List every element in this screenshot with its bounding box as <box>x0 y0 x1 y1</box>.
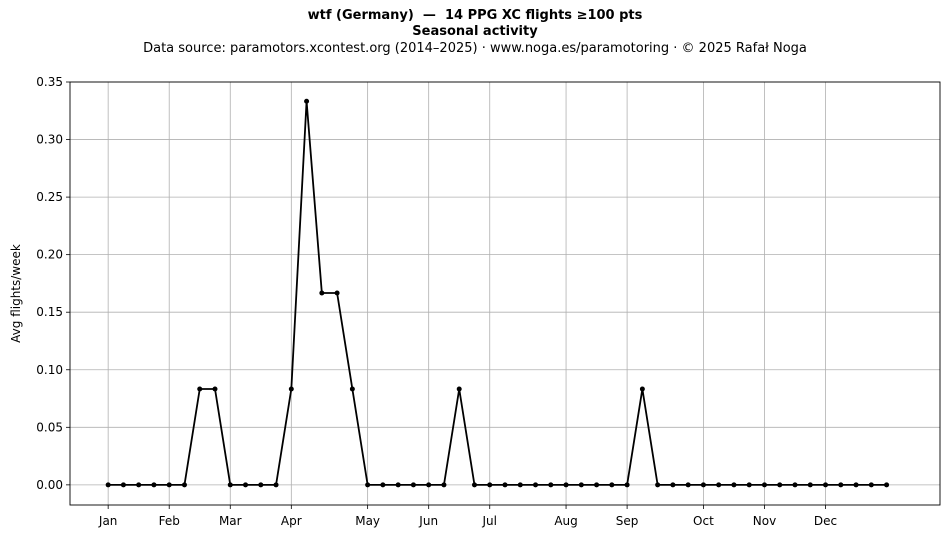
data-point <box>456 386 462 392</box>
data-point <box>731 482 737 488</box>
x-tick-label: Mar <box>219 514 242 528</box>
data-point <box>151 482 157 488</box>
x-tick-label: Jun <box>418 514 438 528</box>
data-point <box>365 482 371 488</box>
series-layer <box>105 98 890 488</box>
data-point <box>471 482 477 488</box>
data-point <box>120 482 126 488</box>
data-point <box>578 482 584 488</box>
grid-lines <box>70 81 940 505</box>
y-tick-label: 0.05 <box>36 420 63 434</box>
data-point <box>487 482 493 488</box>
x-tick-label: Feb <box>159 514 180 528</box>
data-point <box>533 482 539 488</box>
y-tick-label: 0.25 <box>36 190 63 204</box>
y-tick-label: 0.15 <box>36 305 63 319</box>
data-point <box>197 386 203 392</box>
y-tick-label: 0.00 <box>36 478 63 492</box>
chart-source-note: Data source: paramotors.xcontest.org (20… <box>143 41 807 56</box>
series-line <box>108 100 887 486</box>
data-point <box>166 482 172 488</box>
data-point <box>304 98 310 104</box>
y-tick-label: 0.10 <box>36 363 63 377</box>
data-point <box>502 482 508 488</box>
data-point <box>609 482 615 488</box>
data-point <box>563 482 569 488</box>
data-point <box>639 386 645 392</box>
data-point <box>227 482 233 488</box>
data-point <box>441 482 447 488</box>
data-point <box>548 482 554 488</box>
x-tick-label: Dec <box>814 514 837 528</box>
x-tick-label: May <box>355 514 380 528</box>
data-point <box>700 482 706 488</box>
data-point <box>212 386 218 392</box>
data-point <box>761 482 767 488</box>
data-point <box>136 482 142 488</box>
data-point <box>884 482 890 488</box>
y-tick-label: 0.30 <box>36 133 63 147</box>
data-point <box>410 482 416 488</box>
data-point <box>288 386 294 392</box>
data-point <box>670 482 676 488</box>
y-tick-label: 0.20 <box>36 248 63 262</box>
y-tick-label: 0.35 <box>36 75 63 89</box>
data-point <box>258 482 264 488</box>
data-point <box>426 482 432 488</box>
x-tick-label: Nov <box>753 514 776 528</box>
data-point <box>655 482 661 488</box>
plot-frame <box>69 81 941 506</box>
x-tick-label: Oct <box>693 514 714 528</box>
x-tick-label: Apr <box>281 514 302 528</box>
data-point <box>746 482 752 488</box>
data-point <box>395 482 401 488</box>
data-point <box>807 482 813 488</box>
chart-title: wtf (Germany) — 14 PPG XC flights ≥100 p… <box>307 8 643 23</box>
chart-title-block: wtf (Germany) — 14 PPG XC flights ≥100 p… <box>0 8 950 58</box>
data-point <box>853 482 859 488</box>
y-axis: 0.00 0.05 0.10 0.15 0.20 0.25 0.30 0.35 <box>36 75 70 492</box>
data-point <box>380 482 386 488</box>
x-tick-label: Sep <box>616 514 639 528</box>
data-point <box>517 482 523 488</box>
data-point <box>334 290 340 296</box>
data-point <box>105 482 111 488</box>
data-point <box>823 482 829 488</box>
data-point <box>685 482 691 488</box>
data-point <box>243 482 249 488</box>
chart-subtitle: Seasonal activity <box>412 24 538 39</box>
x-tick-label: Jul <box>481 514 496 528</box>
data-point <box>716 482 722 488</box>
data-point <box>181 482 187 488</box>
data-point <box>273 482 279 488</box>
data-point <box>868 482 874 488</box>
data-point <box>349 386 355 392</box>
data-point <box>838 482 844 488</box>
x-tick-label: Aug <box>554 514 577 528</box>
data-point <box>777 482 783 488</box>
data-point <box>624 482 630 488</box>
x-tick-label: Jan <box>98 514 118 528</box>
data-point <box>792 482 798 488</box>
data-point <box>319 290 325 296</box>
y-axis-label: Avg flights/week <box>9 244 23 343</box>
data-point <box>594 482 600 488</box>
x-axis: Jan Feb Mar Apr May Jun Jul Aug Sep Oct Nov Dec <box>98 505 837 528</box>
